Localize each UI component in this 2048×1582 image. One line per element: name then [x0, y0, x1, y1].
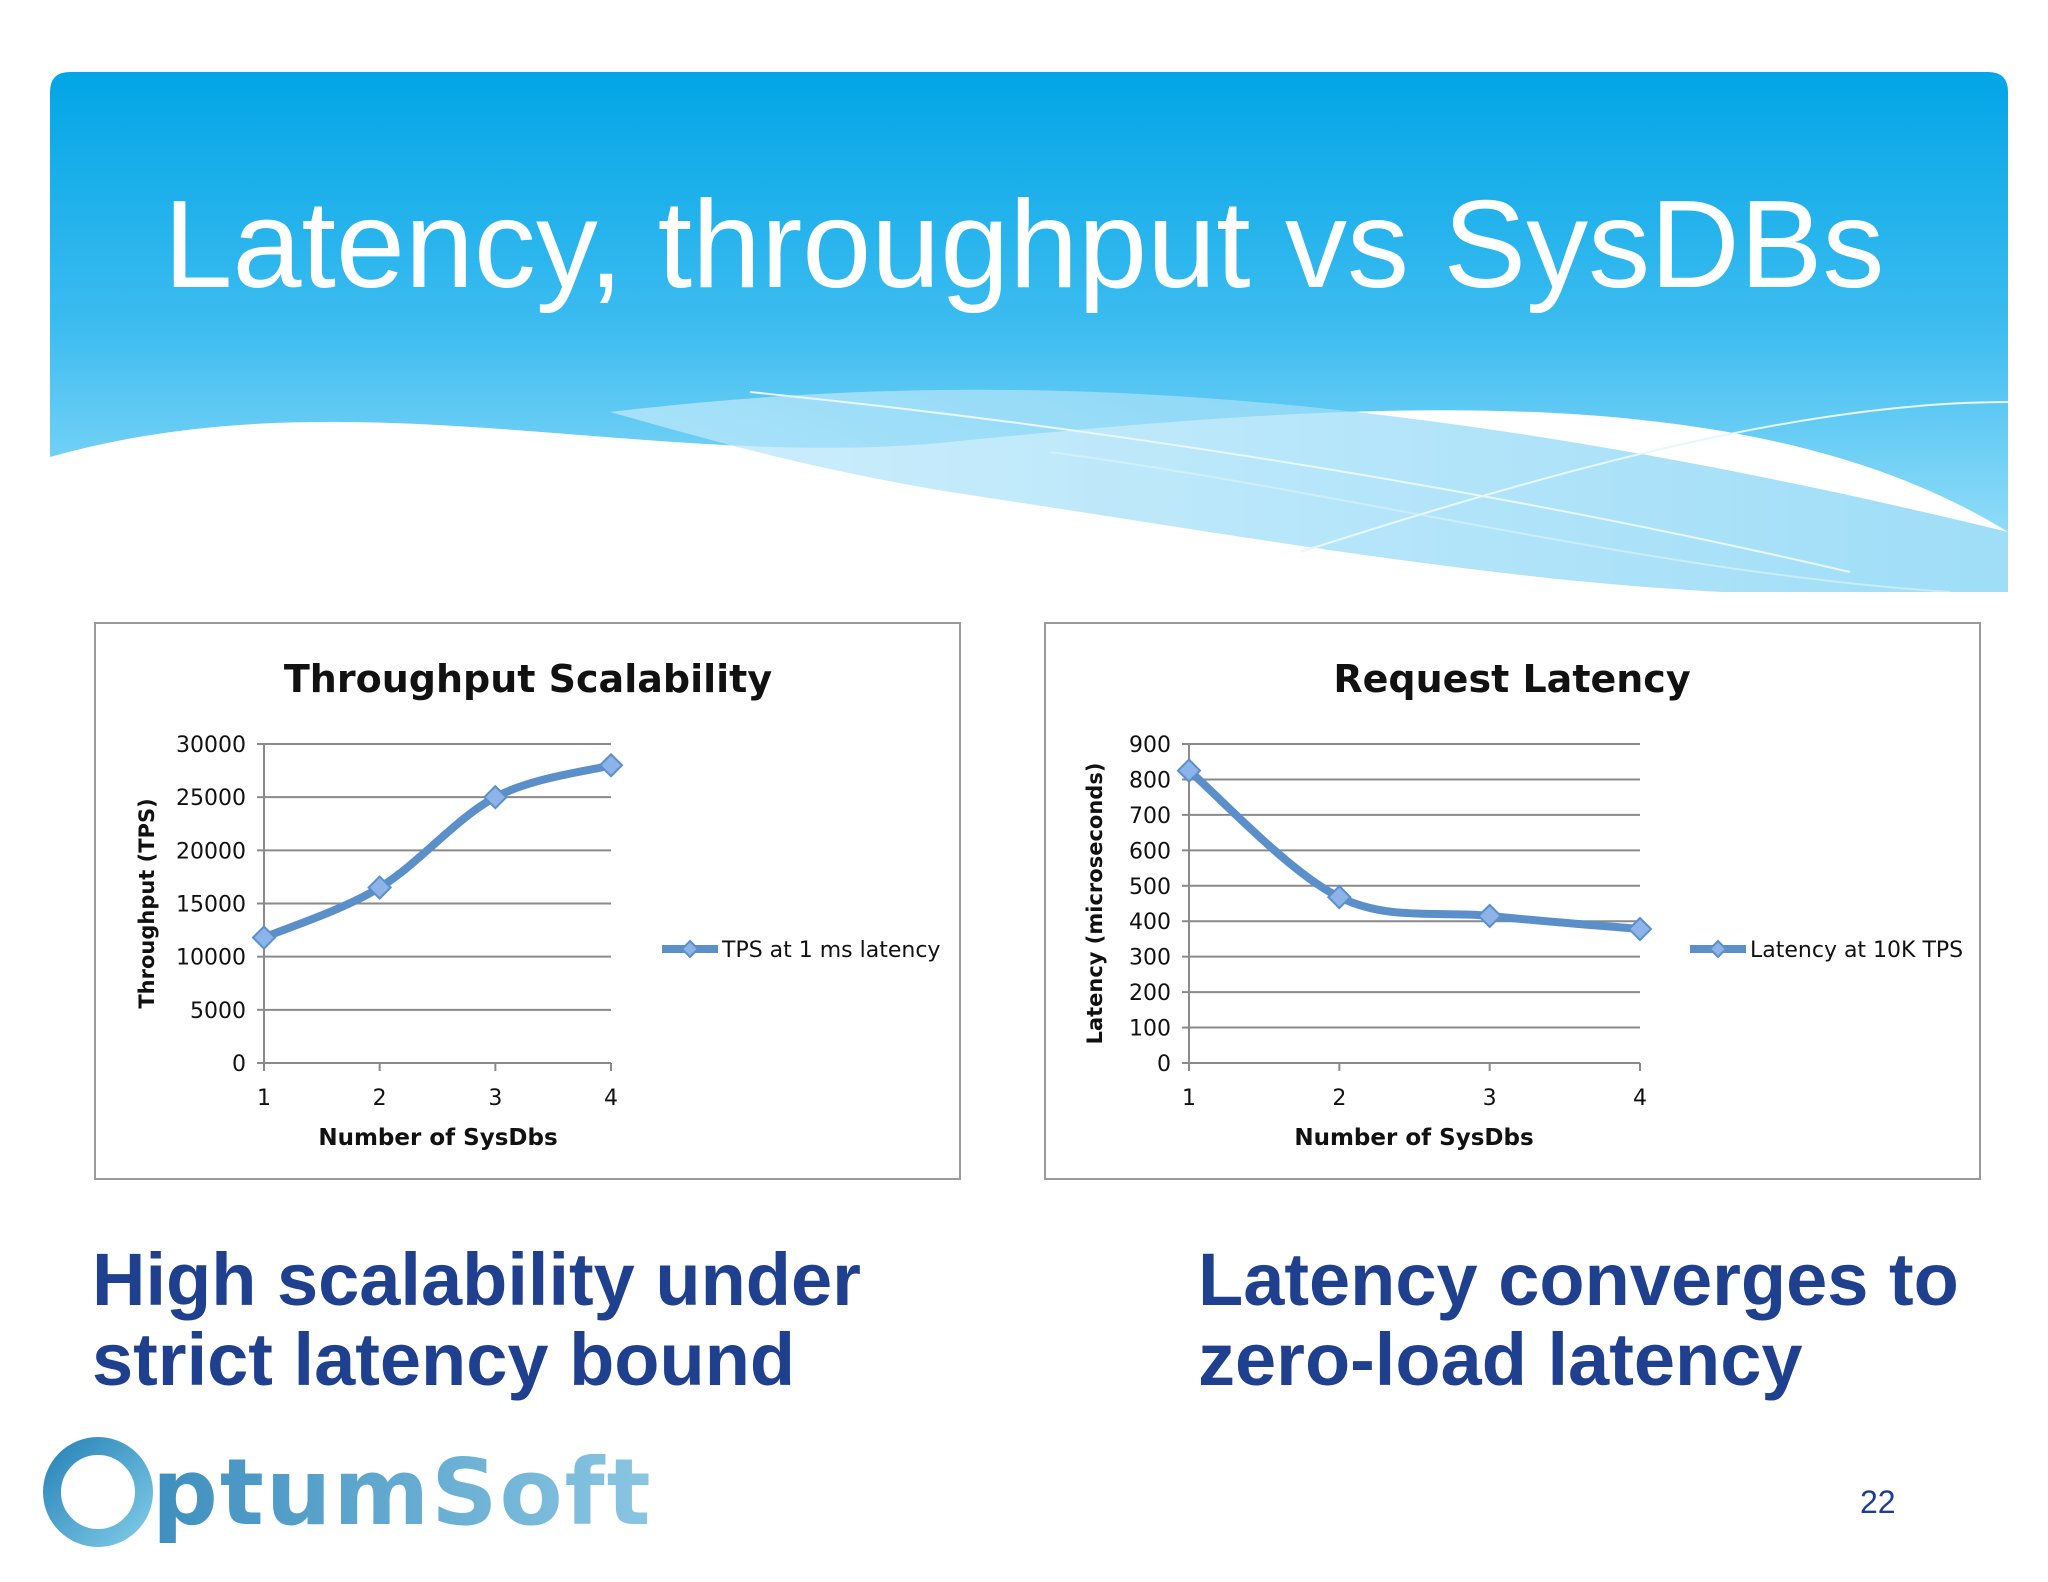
caption-latency-line1: Latency converges to	[1198, 1238, 1959, 1321]
y-tick-label: 600	[1129, 839, 1171, 864]
optumsoft-logo: ptumSoft	[43, 1437, 653, 1547]
y-axis-label: Latency (microseconds)	[1083, 763, 1107, 1045]
throughput-chart: Throughput Scalability 0 5000 10000 15000 200…	[94, 622, 961, 1180]
latency-chart-svg: Request Latency 0 100 200 300 400 500 600 700 800…	[1083, 657, 1963, 1151]
logo-ring-icon	[43, 1437, 153, 1547]
chart-title: Throughput Scalability	[284, 657, 772, 701]
latency-chart: Request Latency 0 100 200 300 400 500 600 700 800…	[1044, 622, 1981, 1180]
x-axis-label: Number of SysDbs	[1294, 1125, 1533, 1151]
data-point-marker	[1477, 903, 1503, 929]
y-tick-label: 25000	[176, 786, 246, 811]
y-tick-label: 800	[1129, 768, 1171, 793]
x-tick-label: 2	[1332, 1086, 1346, 1111]
data-point-marker	[367, 875, 393, 900]
caption-latency: Latency converges to zero-load latency	[1198, 1240, 2018, 1400]
slide-title: Latency, throughput vs SysDBs	[163, 176, 1885, 314]
legend-label: TPS at 1 ms latency	[721, 938, 940, 963]
x-axis-label: Number of SysDbs	[318, 1125, 557, 1151]
y-tick-label: 400	[1129, 910, 1171, 935]
x-tick-label: 1	[1182, 1086, 1196, 1111]
y-tick-label: 15000	[176, 893, 246, 918]
legend-label: Latency at 10K TPS	[1750, 938, 1963, 963]
y-tick-label: 0	[1157, 1052, 1171, 1077]
y-tick-label: 20000	[176, 839, 246, 864]
chart-title: Request Latency	[1333, 657, 1690, 701]
legend-swatch-marker	[680, 939, 700, 959]
y-tick-label: 900	[1129, 733, 1171, 758]
data-point-marker	[482, 784, 508, 810]
x-tick-label: 3	[488, 1086, 502, 1111]
y-tick-label: 300	[1129, 946, 1171, 971]
y-tick-label: 100	[1129, 1017, 1171, 1042]
data-point-marker	[1627, 916, 1653, 942]
caption-scalability-line1: High scalability under	[92, 1238, 861, 1321]
title-banner	[50, 72, 2008, 592]
x-tick-label: 3	[1483, 1086, 1497, 1111]
y-tick-label: 5000	[190, 999, 246, 1024]
caption-latency-line2: zero-load latency	[1198, 1318, 1803, 1401]
x-tick-label: 4	[604, 1086, 618, 1111]
series-line	[260, 761, 615, 942]
y-tick-label: 10000	[176, 946, 246, 971]
legend-swatch-marker	[1708, 939, 1728, 959]
caption-scalability-line2: strict latency bound	[92, 1318, 796, 1401]
series-line	[1185, 766, 1644, 934]
x-tick-label: 4	[1633, 1086, 1647, 1111]
y-tick-label: 200	[1129, 981, 1171, 1006]
data-point-marker	[251, 925, 277, 950]
y-tick-label: 30000	[176, 733, 246, 758]
data-point-marker	[598, 752, 624, 778]
data-point-marker	[1176, 758, 1202, 783]
data-point-marker	[1326, 884, 1352, 910]
caption-scalability: High scalability under strict latency bo…	[92, 1240, 952, 1400]
y-tick-label: 700	[1129, 804, 1171, 829]
y-tick-label: 500	[1129, 875, 1171, 900]
y-axis-label: Throughput (TPS)	[135, 798, 159, 1008]
page-number: 22	[1860, 1484, 1896, 1520]
logo-text: ptumSoft	[152, 1439, 653, 1546]
x-tick-label: 1	[257, 1086, 271, 1111]
y-tick-label: 0	[232, 1052, 246, 1077]
x-tick-label: 2	[373, 1086, 387, 1111]
throughput-chart-svg: Throughput Scalability 0 5000 10000 15000 200…	[135, 657, 940, 1151]
